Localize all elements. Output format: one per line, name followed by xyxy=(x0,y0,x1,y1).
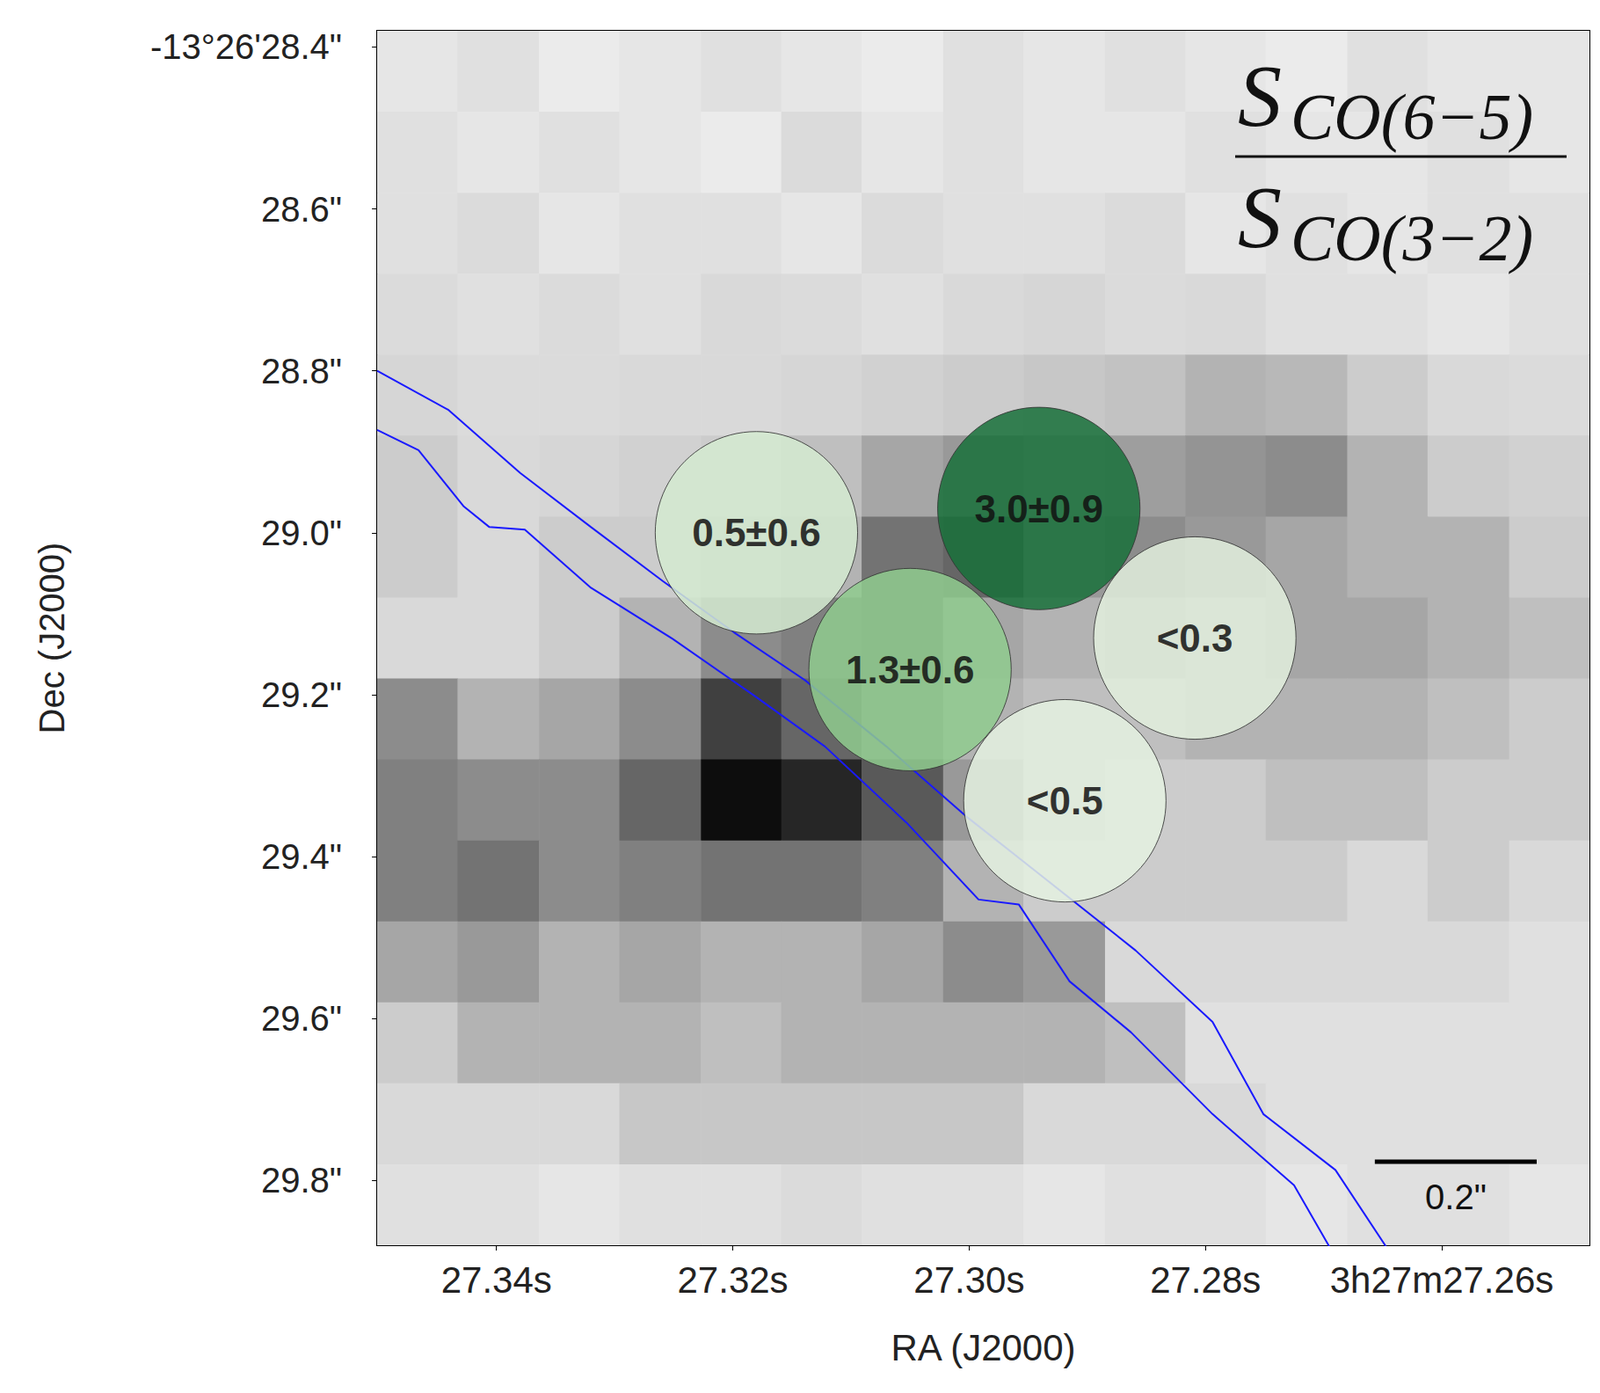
svg-text:RA (J2000): RA (J2000) xyxy=(890,1326,1076,1368)
svg-text:0.5±0.6: 0.5±0.6 xyxy=(691,510,821,554)
svg-text:28.8": 28.8" xyxy=(261,351,342,391)
svg-text:S: S xyxy=(1237,167,1282,266)
svg-text:28.6": 28.6" xyxy=(261,189,342,229)
svg-text:-13°26'28.4": -13°26'28.4" xyxy=(150,27,342,66)
svg-text:CO(6−5): CO(6−5) xyxy=(1290,80,1534,153)
svg-text:29.6": 29.6" xyxy=(261,998,342,1038)
svg-text:Dec (J2000): Dec (J2000) xyxy=(32,542,72,735)
svg-text:S: S xyxy=(1237,46,1282,145)
svg-text:27.28s: 27.28s xyxy=(1149,1258,1261,1301)
svg-text:3h27m27.26s: 3h27m27.26s xyxy=(1330,1258,1555,1301)
svg-text:27.34s: 27.34s xyxy=(441,1258,553,1301)
svg-text:29.4": 29.4" xyxy=(261,836,342,876)
svg-text:29.2": 29.2" xyxy=(261,675,342,714)
svg-text:CO(3−2): CO(3−2) xyxy=(1290,202,1534,275)
svg-text:29.8": 29.8" xyxy=(261,1160,342,1200)
svg-text:<0.5: <0.5 xyxy=(1026,778,1104,822)
svg-text:1.3±0.6: 1.3±0.6 xyxy=(845,647,975,691)
svg-text:0.2": 0.2" xyxy=(1425,1177,1487,1216)
svg-text:29.0": 29.0" xyxy=(261,513,342,553)
svg-text:27.32s: 27.32s xyxy=(677,1258,789,1301)
svg-text:27.30s: 27.30s xyxy=(913,1258,1025,1301)
svg-text:3.0±0.9: 3.0±0.9 xyxy=(974,487,1103,531)
svg-text:<0.3: <0.3 xyxy=(1156,616,1234,660)
